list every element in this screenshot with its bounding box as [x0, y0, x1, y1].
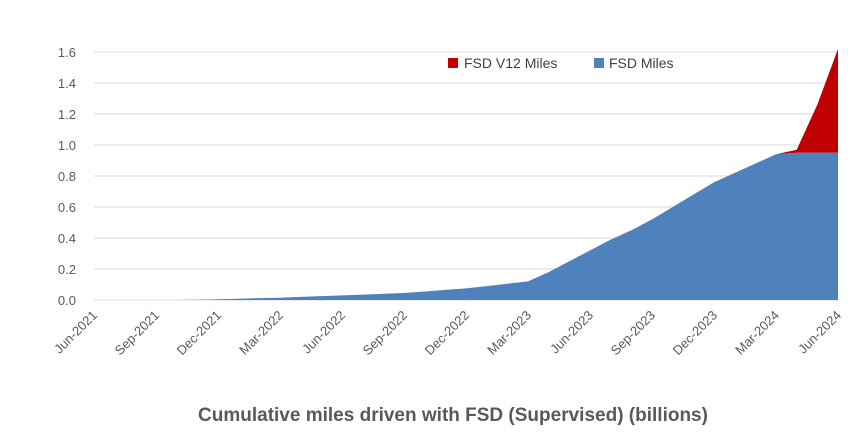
x-tick-label: Mar-2024 [732, 308, 782, 358]
y-tick-label: 1.6 [58, 45, 76, 60]
x-tick-label: Sep-2023 [608, 308, 658, 358]
x-tick-label: Sep-2022 [360, 308, 410, 358]
x-tick-label: Dec-2022 [422, 308, 472, 358]
legend-swatch-fsd-miles [594, 58, 604, 68]
y-tick-label: 0.8 [58, 169, 76, 184]
gridlines [94, 51, 838, 301]
x-tick-label: Jun-2021 [51, 308, 100, 357]
x-tick-label: Dec-2021 [174, 308, 224, 358]
x-tick-label: Sep-2021 [112, 308, 162, 358]
y-axis: 0.0 0.2 0.4 0.6 0.8 1.0 1.2 1.4 1.6 [58, 45, 76, 308]
legend-label-fsd-v12-miles: FSD V12 Miles [464, 55, 557, 71]
y-tick-label: 0.2 [58, 262, 76, 277]
plot-area [94, 48, 838, 301]
y-tick-label: 1.2 [58, 107, 76, 122]
legend: FSD V12 Miles FSD Miles [448, 55, 674, 71]
x-tick-label: Mar-2022 [236, 308, 286, 358]
x-tick-label: Jun-2024 [795, 308, 844, 357]
x-tick-label: Jun-2022 [299, 308, 348, 357]
area-fsd-miles [94, 152, 838, 300]
y-tick-label: 0.4 [58, 231, 76, 246]
x-tick-label: Jun-2023 [547, 308, 596, 357]
y-tick-label: 0.6 [58, 200, 76, 215]
chart-title: Cumulative miles driven with FSD (Superv… [198, 405, 708, 426]
legend-label-fsd-miles: FSD Miles [609, 55, 674, 71]
y-tick-label: 0.0 [58, 293, 76, 308]
y-tick-label: 1.4 [58, 76, 76, 91]
y-tick-label: 1.0 [58, 138, 76, 153]
x-tick-label: Dec-2023 [670, 308, 720, 358]
x-axis: Jun-2021 Sep-2021 Dec-2021 Mar-2022 Jun-2022… [51, 308, 844, 358]
legend-swatch-fsd-v12-miles [448, 58, 458, 68]
x-tick-label: Mar-2023 [484, 308, 534, 358]
